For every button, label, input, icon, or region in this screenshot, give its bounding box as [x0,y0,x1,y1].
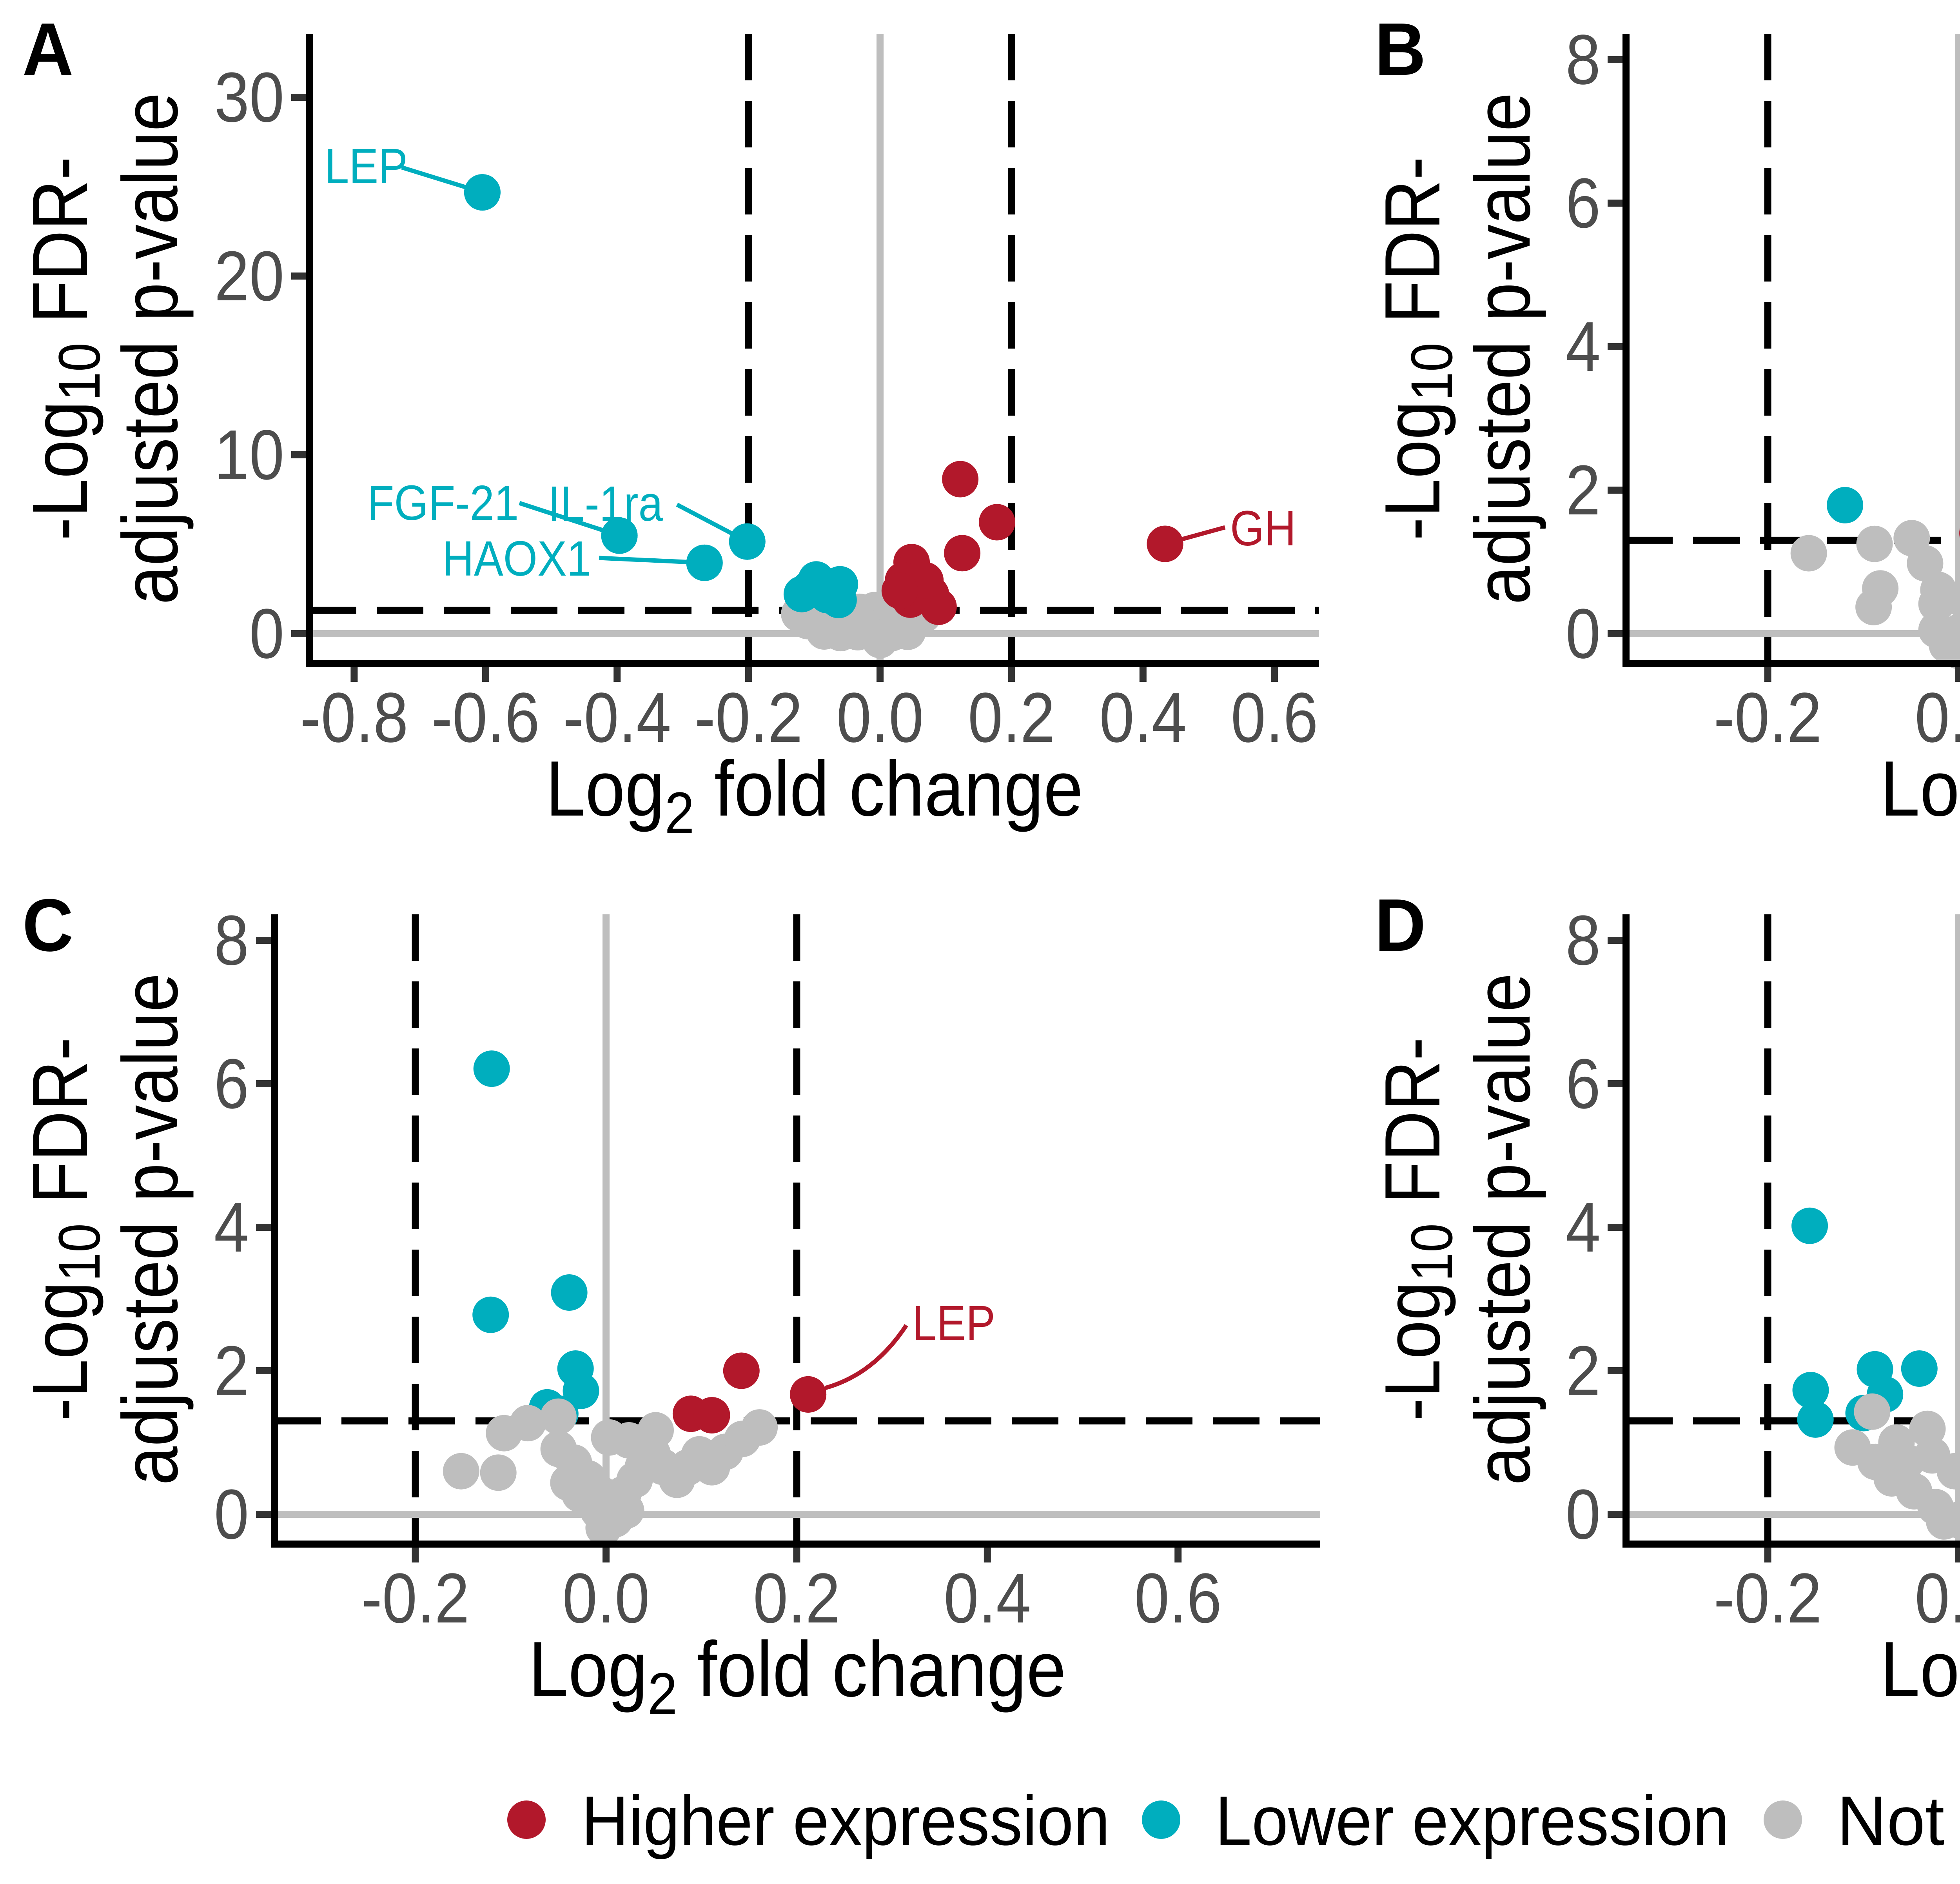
svg-text:Not signficant: Not signficant [1837,1782,1960,1860]
svg-text:FGF-21: FGF-21 [367,476,519,531]
svg-text:6: 6 [214,1045,249,1123]
svg-text:adjusted p-value: adjusted p-value [1459,93,1546,605]
svg-text:-0.8: -0.8 [300,678,408,757]
svg-text:Log2​ fold change: Log2​ fold change [1880,745,1960,846]
svg-text:0: 0 [1566,1475,1601,1554]
svg-text:6: 6 [1566,1045,1601,1123]
svg-text:Higher expression: Higher expression [581,1782,1110,1860]
svg-text:20: 20 [214,237,284,316]
svg-text:IL-1ra: IL-1ra [548,476,663,532]
svg-text:-0.6: -0.6 [432,678,540,757]
svg-text:-0.2: -0.2 [361,1559,470,1638]
svg-text:adjusted p-value: adjusted p-value [1459,973,1546,1485]
svg-text:2: 2 [214,1332,249,1410]
svg-text:adjusted p-value: adjusted p-value [107,973,194,1485]
svg-text:0: 0 [214,1475,249,1554]
svg-text:0.6: 0.6 [1231,678,1318,757]
svg-text:Lower expression: Lower expression [1215,1782,1729,1860]
svg-text:8: 8 [214,901,249,980]
svg-text:B: B [1375,8,1426,91]
svg-text:0.6: 0.6 [1134,1559,1222,1638]
svg-text:D: D [1375,884,1426,967]
svg-text:Log2​ fold change: Log2​ fold change [528,1625,1066,1726]
svg-text:4: 4 [1566,1188,1601,1267]
svg-text:4: 4 [1566,307,1601,386]
svg-text:HAOX1: HAOX1 [442,531,591,587]
svg-text:A: A [22,8,73,91]
svg-text:LEP: LEP [912,1296,995,1351]
svg-text:GH: GH [1230,501,1296,556]
svg-text:2: 2 [1566,1332,1601,1410]
svg-text:LEP: LEP [325,139,408,194]
svg-text:C: C [22,884,73,967]
svg-text:Log2​ fold change: Log2​ fold change [546,745,1083,846]
svg-text:adjusted p-value: adjusted p-value [107,93,194,605]
svg-text:-0.2: -0.2 [1714,1559,1822,1638]
svg-text:8: 8 [1566,20,1601,99]
svg-text:0: 0 [249,594,284,673]
svg-text:4: 4 [214,1188,249,1267]
svg-text:8: 8 [1566,901,1601,980]
svg-text:30: 30 [214,58,284,137]
svg-text:0: 0 [1566,594,1601,673]
svg-text:-0.2: -0.2 [1714,678,1822,757]
svg-text:0.4: 0.4 [1099,678,1187,757]
svg-text:Log2​ fold change: Log2​ fold change [1880,1625,1960,1726]
svg-text:10: 10 [214,416,284,494]
svg-text:2: 2 [1566,451,1601,530]
svg-text:6: 6 [1566,164,1601,243]
